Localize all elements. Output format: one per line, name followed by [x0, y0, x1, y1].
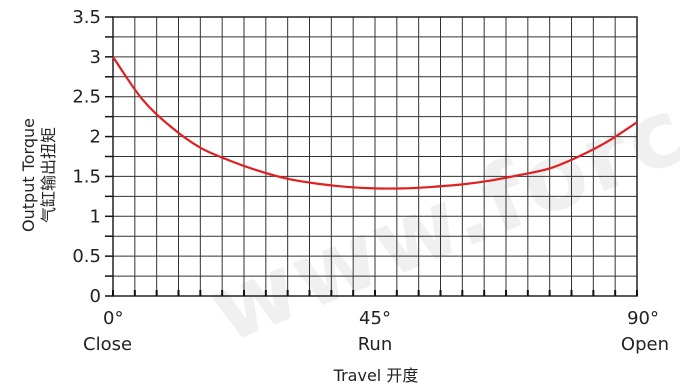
y-tick-label: 2	[90, 127, 101, 148]
x-tick-label-name: Open	[621, 334, 669, 355]
x-tick-label-name: Close	[83, 334, 132, 355]
series-group	[112, 56, 638, 190]
y-tick-labels: 0 0.5 1 1.5 2 2.5 3 3.5	[72, 7, 101, 307]
grid-lines	[113, 17, 637, 296]
plot-frame	[105, 16, 638, 297]
x-tick-label-degree: 45°	[359, 308, 391, 329]
y-tick-label: 1.5	[72, 166, 101, 187]
y-axis-label-en: Output Torque	[19, 118, 38, 232]
y-tick-label: 1	[90, 206, 101, 227]
y-tick-label: 0	[90, 286, 101, 307]
y-tick-label: 3	[90, 47, 101, 68]
x-axis-label: Travel 开度	[333, 366, 419, 385]
y-tick-label: 3.5	[72, 7, 101, 28]
torque-curve-line	[112, 56, 638, 190]
x-tick-label-degree: 90°	[627, 308, 659, 329]
x-tick-labels: 0° Close 45° Run 90° Open	[83, 308, 669, 355]
y-axis-label-group: Output Torque 气缸输出扭矩	[19, 118, 58, 232]
y-tick-label: 0.5	[72, 246, 101, 267]
y-axis-label-zh: 气缸输出扭矩	[39, 127, 58, 223]
x-tick-label-degree: 0°	[103, 308, 123, 329]
x-tick-label-name: Run	[358, 334, 393, 355]
y-tick-label: 2.5	[72, 87, 101, 108]
